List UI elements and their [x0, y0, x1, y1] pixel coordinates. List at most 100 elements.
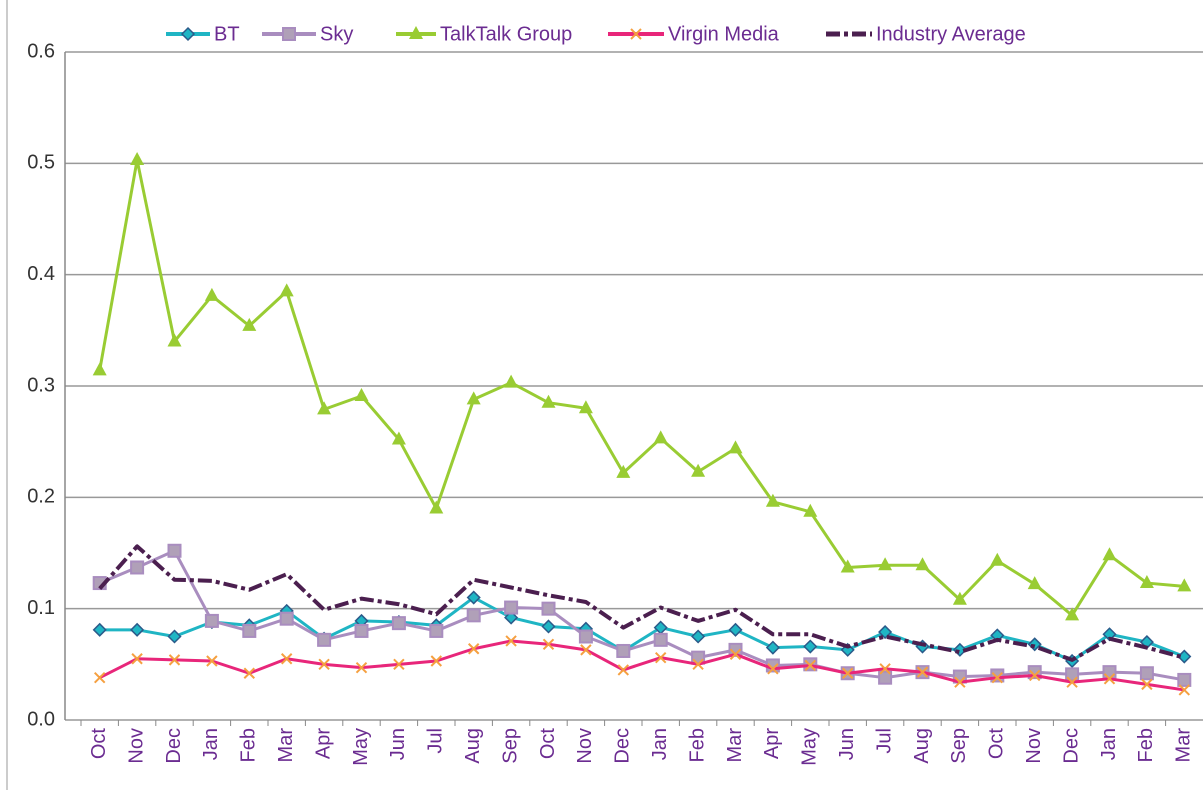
point: [467, 643, 480, 655]
series-line: [99, 596, 1185, 663]
point: [1065, 607, 1080, 621]
point: [130, 151, 145, 165]
point: [206, 655, 218, 667]
point: [692, 658, 704, 671]
point: [504, 374, 519, 388]
point: [393, 658, 405, 671]
point: [991, 671, 1004, 684]
x-tick-label: Sep: [948, 728, 970, 764]
x-tick-label: Dec: [1060, 728, 1082, 764]
point: [542, 638, 555, 651]
point: [803, 639, 818, 654]
x-tick-label: Nov: [1023, 728, 1045, 764]
x-tick-label: May: [350, 728, 372, 766]
point: [616, 643, 631, 658]
x-tick-label: Jan: [649, 728, 671, 760]
point: [840, 559, 855, 573]
point: [954, 676, 966, 688]
point: [466, 590, 481, 605]
point: [1027, 576, 1042, 590]
point: [578, 629, 593, 644]
x-tick-label: Jun: [836, 728, 858, 760]
point: [1178, 684, 1191, 696]
point: [354, 388, 369, 402]
point: [167, 543, 182, 558]
point: [1139, 575, 1154, 589]
y-tick-label: 0.5: [27, 152, 55, 174]
legend-label: Industry Average: [876, 23, 1026, 45]
series-line: [98, 158, 1185, 617]
point: [466, 608, 481, 623]
point: [952, 591, 967, 605]
point: [541, 601, 556, 616]
point: [691, 629, 706, 644]
x-tick-label: Feb: [238, 728, 260, 762]
point: [541, 394, 556, 408]
x-tick-label: Mar: [724, 728, 746, 763]
x-tick-label: Jul: [425, 728, 447, 754]
x-tick-label: Sep: [499, 728, 521, 764]
point: [1141, 678, 1153, 691]
legend-marker: [180, 26, 196, 42]
legend-label: BT: [214, 23, 240, 45]
x-tick-label: Oct: [88, 728, 110, 760]
legend-marker: [282, 27, 296, 41]
x-tick-label: Mar: [1173, 728, 1195, 763]
x-tick-label: Feb: [686, 728, 708, 762]
x-tick-label: Nov: [574, 728, 596, 764]
point: [131, 653, 143, 665]
x-tick-label: May: [799, 728, 821, 766]
x-tick-label: Nov: [125, 728, 147, 764]
x-tick-label: Oct: [537, 728, 559, 760]
point: [466, 391, 481, 405]
point: [391, 616, 406, 631]
point: [803, 503, 818, 517]
point: [280, 653, 293, 665]
point: [92, 362, 107, 376]
point: [1177, 578, 1192, 592]
legend-label: Sky: [320, 23, 353, 45]
x-tick-label: Feb: [1135, 728, 1157, 762]
point: [279, 611, 294, 626]
x-tick-label: Jan: [200, 728, 222, 760]
point: [279, 283, 294, 297]
point: [541, 619, 556, 634]
series-line: [99, 639, 1185, 692]
legend-marker: [409, 26, 423, 39]
point: [580, 644, 592, 656]
point: [243, 667, 256, 679]
point: [691, 463, 706, 477]
point: [1066, 676, 1078, 688]
point: [505, 635, 517, 647]
point: [317, 401, 332, 415]
legend-marker: [630, 28, 642, 40]
x-tick-label: Dec: [612, 728, 634, 764]
point: [729, 648, 742, 661]
x-tick-label: Dec: [163, 728, 185, 764]
x-tick-label: Jul: [873, 728, 895, 754]
point: [317, 632, 332, 647]
x-tick-label: Apr: [312, 728, 334, 759]
point: [504, 600, 519, 615]
x-tick-label: Apr: [761, 728, 783, 759]
point: [354, 623, 369, 638]
point: [915, 557, 930, 571]
point: [804, 659, 817, 672]
point: [429, 623, 444, 638]
point: [653, 632, 668, 647]
point: [1102, 665, 1117, 680]
x-tick-label: Oct: [986, 728, 1008, 760]
legend-label: Virgin Media: [668, 23, 780, 45]
legend-label: TalkTalk Group: [440, 23, 572, 45]
point: [355, 661, 368, 674]
y-tick-label: 0.2: [27, 486, 55, 508]
point: [130, 560, 145, 575]
point: [767, 663, 779, 675]
x-tick-label: Jun: [387, 728, 409, 760]
point: [765, 640, 780, 655]
point: [990, 552, 1005, 566]
point: [1103, 673, 1116, 685]
point: [1177, 672, 1192, 687]
point: [429, 500, 444, 514]
